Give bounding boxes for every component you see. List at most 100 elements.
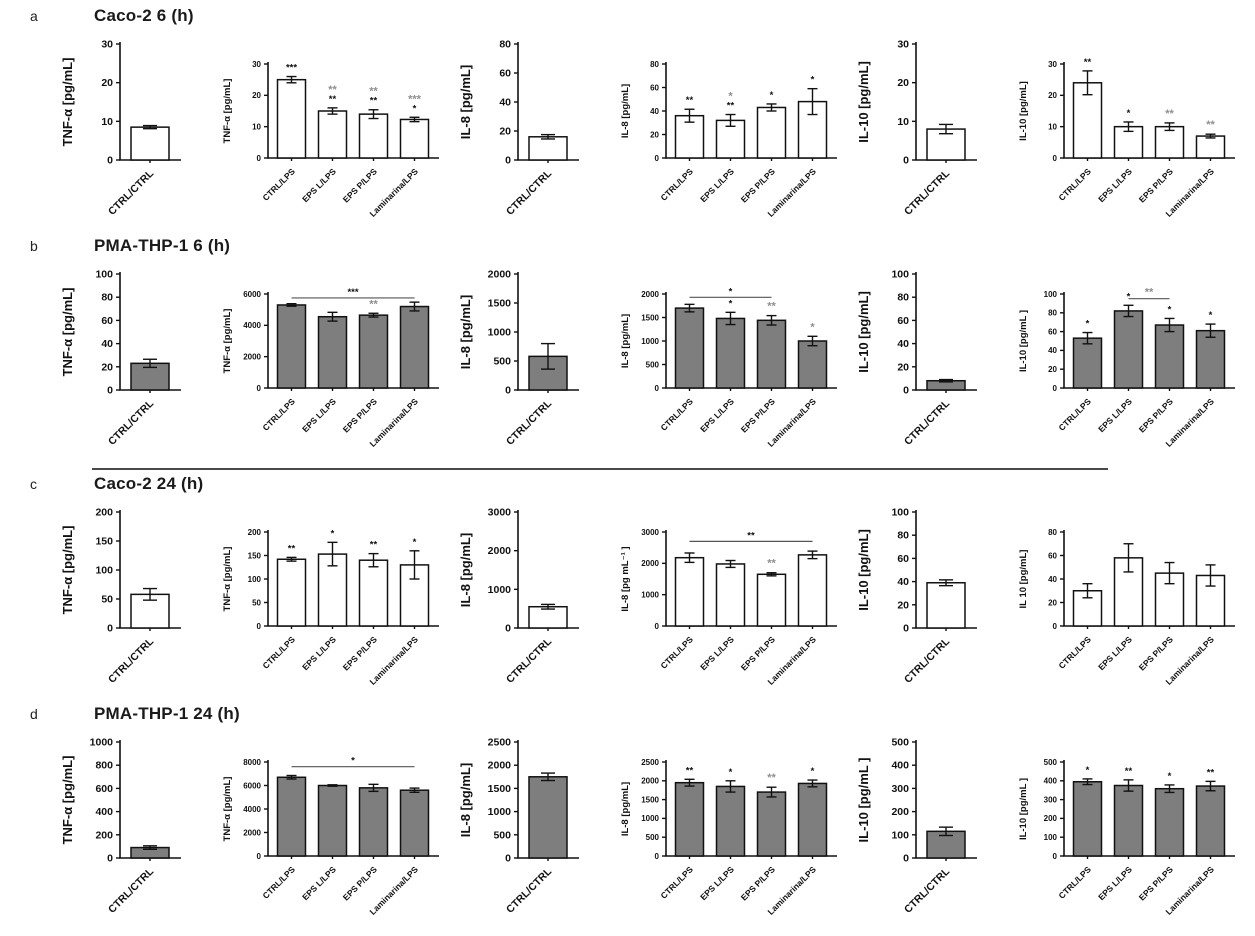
x-tick-label: CTRL/LPS [658,634,695,671]
y-tick-label: 200 [891,806,909,818]
chart-tnf-ctrl: 0 20 40 60 80 100 TNF-α [pg/mL] CTRL/CTRL [60,269,181,448]
bar [756,319,787,389]
y-tick-label: 60 [1048,551,1057,560]
x-tick-label: CTRL/LPS [1056,634,1093,671]
significance-stars: ** [1165,108,1174,120]
significance-stars: * [811,75,815,86]
significance-stars: * [728,91,733,103]
chart-il10-lps: 0 20 40 60 80 IL 10 [pg/mL] CTRL/LPS EPS L/LPS E… [1018,528,1235,687]
bar [756,106,787,159]
y-tick-label: 60 [499,68,511,80]
y-tick-label: 2000 [641,559,659,568]
y-tick-label: 200 [95,507,113,519]
panel-label: a [30,8,38,24]
x-tick-label: CTRL/LPS [260,166,297,203]
x-tick-label: EPS L/LPS [300,864,338,902]
y-tick-label: 500 [646,360,660,369]
y-tick-label: 300 [1044,795,1058,804]
x-tick-label: EPS P/LPS [341,864,379,902]
y-axis-title: IL-8 [pg mL⁻¹ ] [620,546,631,611]
y-tick-label: 1500 [488,783,512,795]
chart-row-b: 0 20 40 60 80 100 TNF-α [pg/mL] CTRL/CTRL 0 2000 4… [0,260,1255,466]
significance-stars: *** [408,93,422,105]
y-tick-label: 100 [1044,290,1058,299]
y-tick-label: 20 [1048,365,1057,374]
x-tick-label: EPS L/LPS [698,864,736,902]
y-tick-label: 0 [257,384,262,393]
x-tick-label: EPS P/LPS [739,396,777,434]
significance-stars: ** [686,95,694,106]
panel-a: a Caco-2 6 (h) 0 10 20 30 TNF-α [pg/mL] CTRL/… [0,6,1255,236]
panel-b: b PMA-THP-1 6 (h) 0 20 40 60 80 100 TNF-α [pg/… [0,236,1255,466]
y-tick-label: 0 [1053,852,1058,861]
bar [399,118,430,159]
significance-stars: ** [1145,287,1154,299]
x-tick-label: EPS L/LPS [1096,634,1134,672]
bar [399,305,430,389]
y-tick-label: 100 [95,565,113,577]
y-tick-label: 50 [101,594,113,606]
chart-il8-ctrl: 0 20 40 60 80 IL-8 [pg/mL] CTRL/CTRL [458,39,579,218]
y-tick-label: 3000 [488,507,512,519]
x-tick-label: CTRL/LPS [1056,864,1093,901]
bar [1195,785,1226,857]
chart-row-d: 0 200 400 600 800 1000 TNF-α [pg/mL] CTRL/CTRL 0… [0,728,1255,934]
y-axis-title: TNF-α [pg/mL] [60,58,75,147]
y-tick-label: 30 [101,39,113,51]
y-tick-label: 0 [107,623,113,635]
significance-stars: ** [1207,767,1215,778]
bar [358,314,389,389]
y-axis-title: TNF-α [pg/mL] [60,526,75,615]
y-axis-title: IL-8 [pg/mL] [620,84,631,138]
y-tick-label: 0 [107,853,113,865]
y-tick-label: 20 [897,599,909,611]
y-tick-label: 6000 [243,290,261,299]
chart-il10-lps: 0 10 20 30 IL-10 [pg/mL] CTRL/LPS ** EPS L/LPS *… [1018,57,1235,219]
chart-tnf-ctrl: 0 10 20 30 TNF-α [pg/mL] CTRL/CTRL [60,39,181,218]
y-tick-label: 100 [95,269,113,281]
panel-label: b [30,238,38,254]
significance-stars: ** [686,765,694,776]
y-tick-label: 300 [891,783,909,795]
y-tick-label: 10 [252,122,261,131]
bar [674,307,705,389]
bar [1154,787,1185,857]
y-tick-label: 40 [897,338,909,350]
bar [276,776,307,857]
x-tick-label: EPS P/LPS [341,634,379,672]
bar [715,317,746,389]
significance-stars: ** [370,540,378,551]
panel-d-header: d PMA-THP-1 24 (h) [0,704,1255,728]
y-tick-label: 0 [655,852,660,861]
y-tick-label: 0 [903,623,909,635]
y-axis-title: IL 10 [pg/mL] [1018,550,1029,609]
x-tick-label: CTRL/LPS [1056,396,1093,433]
y-tick-label: 500 [646,833,660,842]
panel-title: PMA-THP-1 24 (h) [94,704,240,723]
y-tick-label: 1500 [488,298,512,310]
chart-il10-ctrl: 0 100 200 300 400 500 IL-10 [pg/mL ] CTRL/CTRL [856,737,977,916]
y-tick-label: 1500 [641,795,659,804]
y-tick-label: 4000 [243,321,261,330]
y-tick-label: 40 [1048,575,1057,584]
x-tick-label: EPS P/LPS [341,396,379,434]
y-tick-label: 60 [897,315,909,327]
significance-stars: * [351,756,355,767]
y-tick-label: 0 [903,385,909,397]
x-tick-label: EPS P/LPS [1137,864,1175,902]
x-tick-label: EPS P/LPS [341,166,379,204]
significance-stars: ** [767,772,776,784]
y-tick-label: 20 [499,126,511,138]
chart-il8-ctrl: 0 1000 2000 3000 IL-8 [pg/mL] CTRL/CTRL [458,507,579,686]
y-tick-label: 100 [891,507,909,519]
bar [756,791,787,857]
y-tick-label: 150 [95,536,113,548]
significance-stars: ** [767,558,776,570]
significance-stars: * [810,321,815,333]
y-tick-label: 20 [650,130,659,139]
chart-il8-lps: 0 500 1000 1500 2000 2500 IL-8 [pg/mL] CTRL/LPS… [620,758,837,917]
bar [926,582,966,629]
y-tick-label: 500 [493,829,511,841]
